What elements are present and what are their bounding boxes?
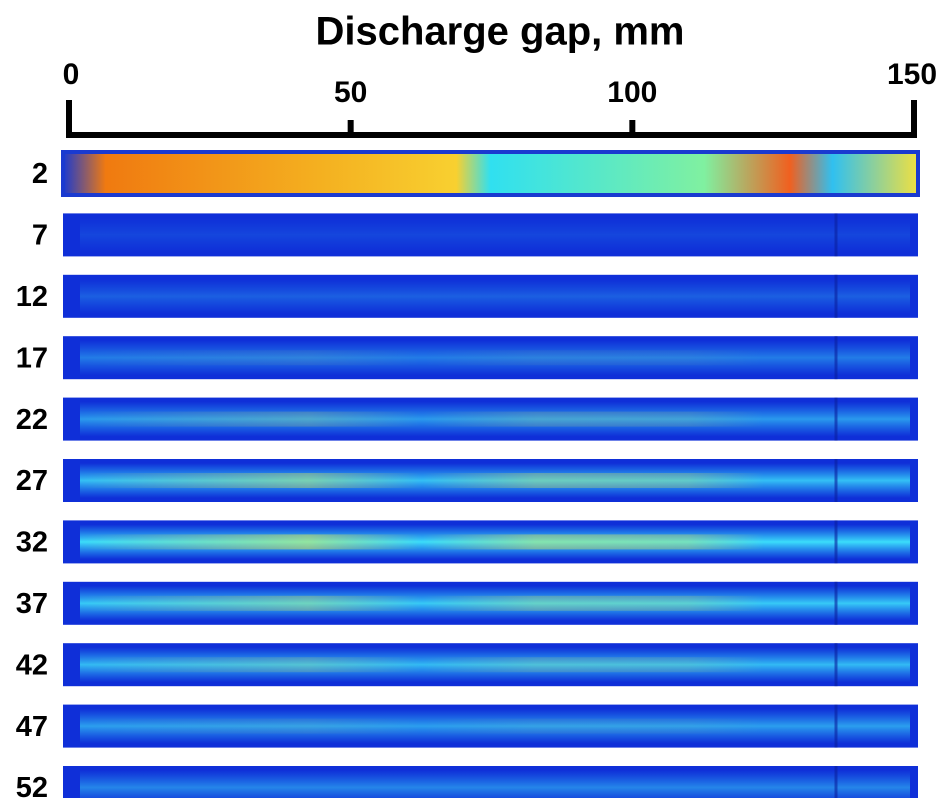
image-strip xyxy=(63,152,918,195)
row-label: 17 xyxy=(16,342,48,374)
row-label: 22 xyxy=(16,404,48,436)
image-hotspot xyxy=(80,595,840,611)
row-label: 7 xyxy=(32,220,48,252)
image-hotspot xyxy=(80,534,840,550)
image-hotspot xyxy=(80,657,840,673)
row-label: 52 xyxy=(16,772,48,798)
image-hotspot xyxy=(80,411,840,427)
axis-title: Discharge gap, mm xyxy=(315,10,684,54)
image-strip-edge xyxy=(61,150,920,197)
tick-label: 50 xyxy=(334,76,367,109)
tick-label: 0 xyxy=(63,58,80,91)
row-label: 2 xyxy=(32,158,48,190)
row-label: 47 xyxy=(16,711,48,743)
image-glow xyxy=(80,278,910,314)
row-label: 32 xyxy=(16,527,48,559)
image-glow xyxy=(80,770,910,798)
image-hotspot xyxy=(80,718,840,734)
image-glow xyxy=(80,217,910,253)
tick-label: 100 xyxy=(607,76,657,109)
row-label: 37 xyxy=(16,588,48,620)
row-label: 12 xyxy=(16,281,48,313)
row-label: 42 xyxy=(16,649,48,681)
row-label: 27 xyxy=(16,465,48,497)
image-hotspot xyxy=(80,473,840,488)
tick-label: 150 xyxy=(887,58,937,91)
image-hotspot xyxy=(80,350,840,366)
